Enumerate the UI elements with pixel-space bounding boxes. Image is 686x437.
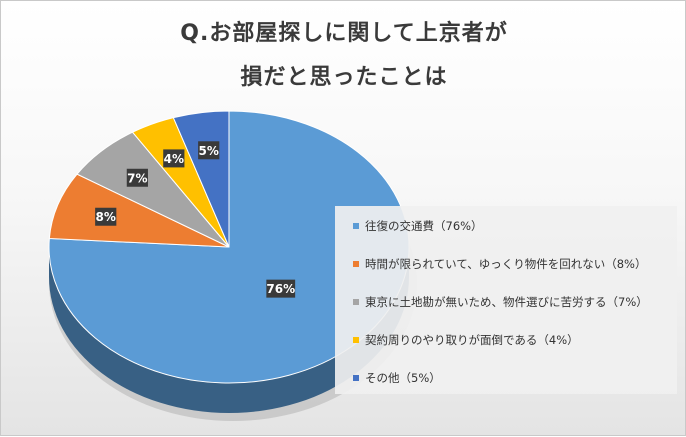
data-label-0: 76% xyxy=(266,279,296,298)
data-label-1: 8% xyxy=(95,207,117,226)
chart-title-line-1: Q.お部屋探しに関して上京者が xyxy=(180,21,508,46)
data-label-2: 7% xyxy=(126,168,148,187)
legend-swatch-transport xyxy=(353,223,359,229)
legend-item-contract: 契約周りのやり取りが面倒である（4%） xyxy=(353,332,579,348)
chart-title-line-2: 損だと思ったことは xyxy=(240,65,448,90)
pie-slice-1 xyxy=(48,173,230,248)
legend-label-transport: 往復の交通費（76%） xyxy=(365,219,483,233)
chart-legend: 往復の交通費（76%） 時間が限られていて、ゆっくり物件を回れない（8%） 東京… xyxy=(335,206,677,394)
data-label-text-2: 7% xyxy=(127,171,147,185)
legend-swatch-time-limited xyxy=(353,261,359,267)
data-label-text-0: 76% xyxy=(266,282,295,296)
legend-label-time-limited: 時間が限られていて、ゆっくり物件を回れない（8%） xyxy=(365,257,647,271)
legend-label-other: その他（5%） xyxy=(365,371,441,385)
legend-item-other: その他（5%） xyxy=(353,370,441,386)
data-label-3: 4% xyxy=(163,149,185,168)
pie-side-0 xyxy=(49,247,409,413)
legend-swatch-no-local-knowledge xyxy=(353,299,359,305)
legend-swatch-contract xyxy=(353,337,359,343)
legend-swatch-other xyxy=(353,375,359,381)
data-label-4: 5% xyxy=(198,141,220,160)
data-label-text-4: 5% xyxy=(199,144,219,158)
legend-item-transport: 往復の交通費（76%） xyxy=(353,218,483,234)
legend-label-contract: 契約周りのやり取りが面倒である（4%） xyxy=(365,333,579,347)
legend-item-time-limited: 時間が限られていて、ゆっくり物件を回れない（8%） xyxy=(353,256,646,272)
data-label-text-1: 8% xyxy=(96,210,116,224)
legend-label-no-local-knowledge: 東京に土地勘が無いため、物件選びに苦労する（7%） xyxy=(365,295,648,309)
legend-item-no-local-knowledge: 東京に土地勘が無いため、物件選びに苦労する（7%） xyxy=(353,294,648,310)
data-label-text-3: 4% xyxy=(164,152,184,166)
